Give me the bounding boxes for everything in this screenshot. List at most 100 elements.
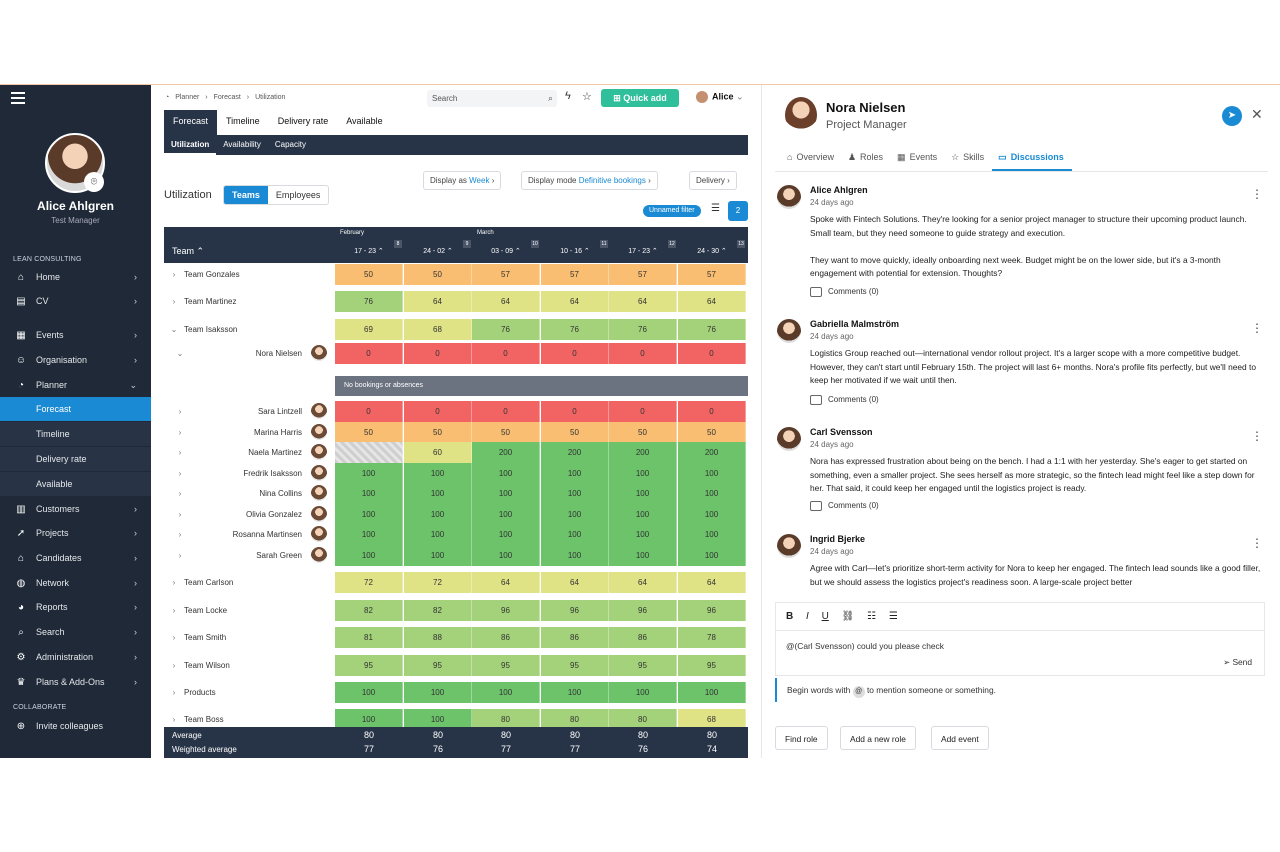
sidebar-item-invite-colleagues[interactable]: ⊕ Invite colleagues [0,714,151,738]
person-row[interactable]: › Nina Collins 100 100 100 100 100 100 [164,483,748,504]
utilization-cell[interactable]: 60 [404,442,472,463]
utilization-cell[interactable]: 76 [678,319,746,340]
filter-icon[interactable]: ☰ [711,203,720,214]
sidebar-item-home[interactable]: ⌂ Home › [0,265,151,289]
utilization-cell[interactable]: 100 [472,463,540,484]
utilization-cell[interactable]: 64 [678,291,746,312]
tab-skills[interactable]: ☆ Skills [945,147,992,171]
sidebar-item-projects[interactable]: ➚ Projects › [0,521,151,545]
find-role-button[interactable]: Find role [775,726,828,750]
person-row[interactable]: › Rosanna Martinsen 100 100 100 100 100 100 [164,524,748,545]
week-header[interactable]: 17 - 23 ⌃ [354,248,384,255]
send-button[interactable]: ➢ Send [1223,657,1252,667]
utilization-cell[interactable]: 64 [609,291,677,312]
tab-roles[interactable]: ♟ Roles [842,147,891,171]
utilization-cell[interactable]: 0 [609,343,677,364]
utilization-cell[interactable]: 100 [541,524,609,545]
search-input[interactable]: Search ⌕ [427,90,557,107]
utilization-cell[interactable]: 100 [404,545,472,566]
sidebar-item-available[interactable]: Available [0,472,151,496]
chevron-right-icon[interactable]: › [178,428,182,437]
utilization-cell[interactable]: 50 [335,422,403,443]
breadcrumb-forecast[interactable]: Forecast [213,94,241,101]
utilization-cell[interactable]: 100 [609,524,677,545]
sidebar-item-timeline[interactable]: Timeline [0,422,151,446]
utilization-cell[interactable]: 100 [678,524,746,545]
add-new-role-button[interactable]: Add a new role [840,726,916,750]
utilization-cell[interactable]: 95 [335,655,403,676]
breadcrumb-planner[interactable]: Planner [175,94,200,101]
utilization-cell[interactable]: 76 [335,291,403,312]
utilization-cell[interactable]: 0 [541,401,609,422]
utilization-cell[interactable]: 0 [472,343,540,364]
utilization-cell[interactable]: 100 [541,463,609,484]
utilization-cell[interactable]: 100 [335,504,403,525]
sidebar-item-delivery-rate[interactable]: Delivery rate [0,447,151,471]
utilization-cell[interactable]: 0 [541,343,609,364]
camera-icon[interactable]: ⌾ [84,172,104,192]
comments-link[interactable]: Comments (0) [810,395,879,405]
more-options-icon[interactable]: ⋮ [1251,536,1263,550]
subtab-availability[interactable]: Availability [223,140,261,149]
utilization-cell[interactable]: 100 [404,463,472,484]
italic-icon[interactable]: I [806,611,809,622]
utilization-cell[interactable]: 100 [335,483,403,504]
utilization-cell[interactable]: 100 [472,545,540,566]
chevron-right-icon[interactable]: › [172,606,176,615]
menu-icon[interactable] [11,92,25,104]
week-header[interactable]: 10 - 16 ⌃ [560,248,590,255]
chevron-right-icon[interactable]: › [172,661,176,670]
filter-count-badge[interactable]: 2 [728,201,748,221]
person-row[interactable]: ⌄ Nora Nielsen 0 0 0 0 0 0 [164,343,748,364]
utilization-cell[interactable]: 50 [678,422,746,443]
underline-icon[interactable]: U [821,611,829,622]
utilization-cell[interactable]: 100 [678,545,746,566]
utilization-cell[interactable]: 100 [404,504,472,525]
utilization-cell[interactable]: 100 [541,483,609,504]
chevron-right-icon[interactable]: › [172,578,176,587]
person-row[interactable]: › Fredrik Isaksson 100 100 100 100 100 100 [164,463,748,484]
utilization-cell[interactable]: 64 [541,291,609,312]
team-row[interactable]: › Team Carlson 72 72 64 64 64 64 [164,572,748,593]
tab-delivery-rate[interactable]: Delivery rate [277,116,329,126]
utilization-cell[interactable]: 64 [404,291,472,312]
utilization-cell[interactable]: 72 [335,572,403,593]
toggle-employees[interactable]: Employees [275,190,321,200]
utilization-cell[interactable]: 100 [678,682,746,703]
utilization-cell[interactable]: 96 [472,600,540,621]
chevron-right-icon[interactable]: › [172,270,176,279]
utilization-cell[interactable]: 64 [678,572,746,593]
sidebar-item-reports[interactable]: ◕ Reports › [0,595,151,619]
more-options-icon[interactable]: ⋮ [1251,321,1263,335]
utilization-cell[interactable]: 100 [678,483,746,504]
comments-link[interactable]: Comments (0) [810,501,879,511]
team-row[interactable]: › Team Locke 82 82 96 96 96 96 [164,600,748,621]
utilization-cell[interactable]: 100 [678,504,746,525]
display-mode-button[interactable]: Display mode Definitive bookings › [521,171,658,190]
utilization-cell[interactable]: 100 [609,463,677,484]
sidebar-item-events[interactable]: ▦ Events › [0,323,151,347]
chevron-right-icon[interactable]: › [172,297,176,306]
utilization-cell[interactable]: 80 [609,709,677,730]
utilization-cell[interactable]: 64 [541,572,609,593]
chevron-right-icon[interactable]: › [172,633,176,642]
utilization-cell[interactable]: 68 [404,319,472,340]
utilization-cell[interactable]: 86 [472,627,540,648]
more-options-icon[interactable]: ⋮ [1251,429,1263,443]
utilization-cell[interactable]: 50 [404,264,472,285]
utilization-cell[interactable]: 100 [678,463,746,484]
sidebar-item-organisation[interactable]: ☺ Organisation › [0,348,151,372]
add-event-button[interactable]: Add event [931,726,989,750]
utilization-cell[interactable]: 64 [472,572,540,593]
utilization-cell[interactable]: 100 [609,483,677,504]
week-header[interactable]: 24 - 02 ⌃ [423,248,453,255]
utilization-cell[interactable]: 100 [472,524,540,545]
week-header[interactable]: 17 - 23 ⌃ [628,248,658,255]
utilization-cell[interactable]: 0 [678,343,746,364]
utilization-cell[interactable]: 86 [541,627,609,648]
utilization-cell[interactable]: 88 [404,627,472,648]
team-row[interactable]: › Team Martinez 76 64 64 64 64 64 [164,291,748,312]
sidebar-item-network[interactable]: ◍ Network › [0,571,151,595]
bold-icon[interactable]: B [786,611,794,622]
utilization-cell[interactable]: 95 [404,655,472,676]
